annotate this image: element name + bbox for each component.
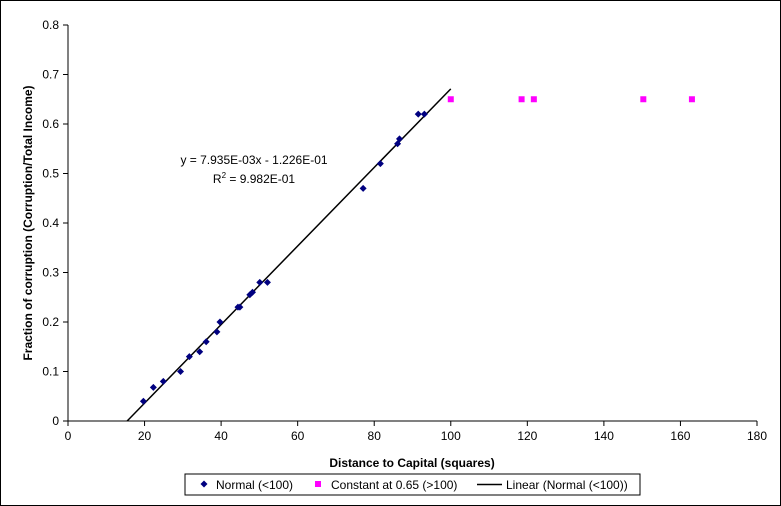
constant-point: [640, 96, 647, 103]
constant-point: [447, 96, 454, 103]
x-tick-label: 60: [291, 429, 305, 443]
r-squared-label: R2 = 9.982E-01: [213, 171, 296, 186]
normal-point: [159, 377, 167, 385]
y-tick-label: 0.6: [42, 117, 59, 131]
y-tick-label: 0.4: [42, 216, 59, 230]
y-axis-ticks: 0 0.1 0.2 0.3 0.4 0.5 0.6 0.7 0.8: [42, 18, 68, 428]
normal-point: [149, 383, 157, 391]
x-tick-label: 0: [65, 429, 72, 443]
constant-point: [530, 96, 537, 103]
x-axis-ticks: 0 20 40 60 80 100 120 140 160 180: [65, 421, 767, 443]
normal-point: [376, 160, 384, 168]
normal-point: [185, 353, 193, 361]
constant-point: [518, 96, 525, 103]
x-tick-label: 40: [214, 429, 228, 443]
x-tick-label: 160: [670, 429, 690, 443]
normal-point: [177, 368, 185, 375]
trendline-equation: y = 7.935E-03x - 1.226E-01: [180, 153, 327, 167]
normal-point: [236, 303, 244, 311]
normal-point: [202, 338, 210, 346]
x-axis-title: Distance to Capital (squares): [329, 456, 494, 470]
y-axis-title: Fraction of corruption (Corruption/Total…: [21, 85, 35, 360]
legend-box: [184, 473, 641, 496]
y-tick-label: 0: [52, 414, 59, 428]
x-tick-label: 180: [747, 429, 767, 443]
normal-point: [420, 110, 428, 118]
y-tick-label: 0.7: [42, 68, 59, 82]
normal-point: [395, 135, 403, 143]
x-tick-label: 80: [368, 429, 382, 443]
legend-marker-constant: [315, 481, 321, 487]
y-tick-label: 0.2: [42, 315, 59, 329]
y-tick-label: 0.8: [42, 18, 59, 32]
legend-label-constant: Constant at 0.65 (>100): [331, 478, 457, 492]
data-points: [139, 96, 695, 405]
normal-point: [263, 278, 271, 286]
y-tick-label: 0.5: [42, 167, 59, 181]
legend: Normal (<100) Constant at 0.65 (>100) Li…: [184, 473, 641, 496]
normal-point: [359, 184, 367, 192]
legend-label-normal: Normal (<100): [216, 478, 293, 492]
normal-point: [213, 328, 221, 336]
normal-point: [248, 288, 256, 296]
x-tick-label: 140: [594, 429, 614, 443]
constant-point: [688, 96, 695, 103]
legend-label-linear: Linear (Normal (<100)): [506, 478, 628, 492]
normal-point: [196, 348, 204, 356]
x-tick-label: 120: [517, 429, 537, 443]
normal-point: [216, 318, 224, 326]
x-tick-label: 20: [138, 429, 152, 443]
y-tick-label: 0.1: [42, 365, 59, 379]
normal-point: [256, 278, 264, 286]
legend-marker-normal: [200, 480, 208, 488]
y-tick-label: 0.3: [42, 266, 59, 280]
normal-point: [414, 110, 422, 118]
x-tick-label: 100: [441, 429, 461, 443]
normal-point: [139, 397, 147, 405]
